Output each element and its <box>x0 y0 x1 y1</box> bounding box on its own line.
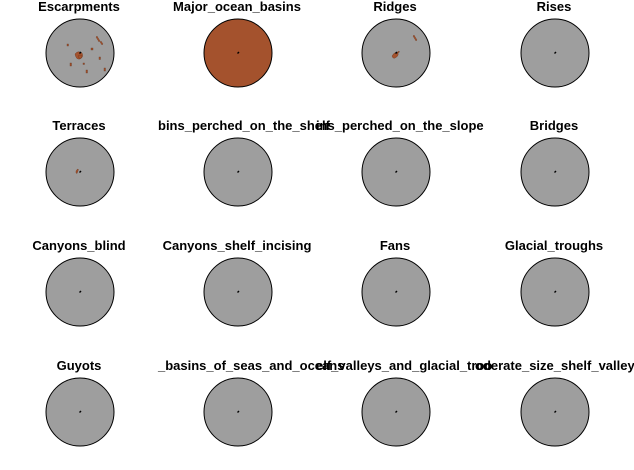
panel-title: Fans <box>379 238 411 253</box>
panel-title: Rises <box>536 0 572 14</box>
globe-map <box>361 257 431 327</box>
globe-map <box>45 257 115 327</box>
center-marker <box>237 51 240 54</box>
globe-map <box>361 18 431 88</box>
feature-patch <box>412 34 418 42</box>
map-panel-elf-valleys-and-glacial-troo: elf_valleys_and_glacial_troo <box>316 358 493 470</box>
globe-map <box>520 257 590 327</box>
feature-patch <box>77 54 83 59</box>
center-marker <box>79 410 82 413</box>
globe-map <box>203 377 273 447</box>
center-marker <box>554 410 557 413</box>
panel-title: _basins_of_seas_and_oceans <box>158 358 345 373</box>
panel-title: Canyons_shelf_incising <box>162 238 312 253</box>
panel-title: Ridges <box>373 0 417 14</box>
feature-patch <box>90 47 94 51</box>
center-marker <box>237 170 240 173</box>
globe-map <box>361 377 431 447</box>
feature-patch <box>82 62 85 65</box>
center-marker <box>395 51 398 54</box>
globe-map <box>45 137 115 207</box>
map-panel-oderate-size-shelf-valley: oderate_size_shelf_valley <box>475 358 634 470</box>
panel-title: Bridges <box>529 118 579 133</box>
map-panel-canyons-shelf-incising: Canyons_shelf_incising <box>158 239 316 350</box>
center-marker <box>79 51 82 54</box>
center-marker <box>79 170 82 173</box>
panel-title: Glacial_troughs <box>504 238 604 253</box>
globe-map <box>520 18 590 88</box>
map-panel-basins-of-seas-and-oceans: _basins_of_seas_and_oceans <box>158 358 345 470</box>
globe-map <box>203 18 273 88</box>
feature-patch <box>98 56 101 60</box>
panel-title: oderate_size_shelf_valley <box>475 358 634 373</box>
map-panel-bridges: Bridges <box>475 119 633 230</box>
panel-title: ins_perched_on_the_slope <box>316 118 484 133</box>
map-panel-ridges: Ridges <box>316 0 474 111</box>
center-marker <box>554 290 557 293</box>
feature-patch <box>66 43 69 47</box>
panel-title: bins_perched_on_the_shelf <box>158 118 330 133</box>
globe-map <box>520 137 590 207</box>
feature-patch <box>75 168 79 174</box>
map-panel-fans: Fans <box>316 239 474 350</box>
center-marker <box>237 290 240 293</box>
center-marker <box>554 170 557 173</box>
feature-patch <box>85 69 88 74</box>
panel-title: Major_ocean_basins <box>173 0 301 14</box>
feature-patch <box>69 62 72 67</box>
map-panel-bins-perched-on-the-shelf: bins_perched_on_the_shelf <box>158 118 330 230</box>
map-panel-rises: Rises <box>475 0 633 111</box>
globe-map <box>203 257 273 327</box>
panel-title: elf_valleys_and_glacial_troo <box>316 358 493 373</box>
feature-patch <box>395 50 400 55</box>
map-panel-major-ocean-basins: Major_ocean_basins <box>158 0 316 111</box>
globe-map <box>520 377 590 447</box>
map-panel-guyots: Guyots <box>0 359 158 470</box>
feature-patch <box>103 67 106 72</box>
panel-title: Canyons_blind <box>32 238 126 253</box>
map-panel-glacial-troughs: Glacial_troughs <box>475 239 633 350</box>
panel-title: Guyots <box>56 358 102 373</box>
map-panel-terraces: Terraces <box>0 119 158 230</box>
globe-map <box>45 18 115 88</box>
center-marker <box>395 290 398 293</box>
center-marker <box>237 410 240 413</box>
globe-map <box>45 377 115 447</box>
feature-patch <box>95 35 101 43</box>
globe-map <box>361 137 431 207</box>
center-marker <box>395 410 398 413</box>
center-marker <box>395 170 398 173</box>
feature-patch <box>99 40 104 46</box>
panel-title: Escarpments <box>38 0 120 14</box>
globe-map <box>203 137 273 207</box>
center-marker <box>79 290 82 293</box>
map-panel-escarpments: Escarpments <box>0 0 158 111</box>
center-marker <box>554 51 557 54</box>
map-panel-canyons-blind: Canyons_blind <box>0 239 158 350</box>
map-panel-ins-perched-on-the-slope: ins_perched_on_the_slope <box>316 118 484 230</box>
panel-title: Terraces <box>52 118 106 133</box>
